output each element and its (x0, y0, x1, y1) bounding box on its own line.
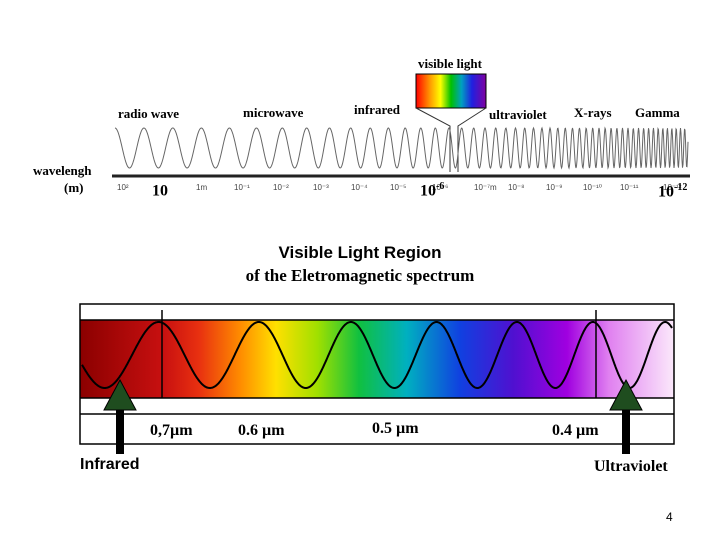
tick-label: 10⁻³ (313, 183, 329, 192)
tick-label: 10⁻² (273, 183, 289, 192)
tick-label: 10⁻⁹ (546, 183, 563, 192)
marker-0-6um: 0.6 µm (238, 422, 285, 439)
tick-label: 10⁻⁸ (508, 183, 525, 192)
page-number: 4 (666, 510, 673, 524)
visible-region-title: Visible Light Region (278, 243, 442, 262)
band-label-infrared: infrared (354, 102, 400, 117)
tick-label: 10⁻¹⁰ (583, 183, 602, 192)
band-label-ultraviolet: ultraviolet (489, 107, 547, 122)
visible-light-swatch (415, 73, 487, 109)
marker-0-7um: 0,7µm (150, 422, 193, 439)
spectrum-wave (114, 126, 689, 170)
band-label-xrays: X-rays (574, 105, 612, 120)
visible-region-subtitle: of the Eletromagnetic spectrum (245, 266, 475, 285)
marker-0-4um: 0.4 µm (552, 422, 599, 439)
big-label-10: 10 (152, 182, 168, 200)
ultraviolet-label: Ultraviolet (594, 458, 668, 475)
big-label-10-12: 10-12 (658, 182, 688, 201)
infrared-label: Infrared (80, 456, 140, 473)
tick-label: 10⁻⁵ (390, 183, 407, 192)
band-label-gamma: Gamma (635, 105, 680, 120)
visible-light-pointer (415, 107, 451, 172)
band-label-radio: radio wave (118, 106, 180, 121)
tick-label: 10² (117, 183, 129, 192)
visible-light-label: visible light (418, 56, 482, 71)
tick-label: 10⁻¹ (234, 183, 250, 192)
big-label-10-6: 10-6 (420, 181, 445, 200)
tick-label: 10⁻⁷m (474, 183, 497, 192)
marker-0-5um: 0.5 µm (372, 420, 419, 437)
tick-label: 1m (196, 183, 208, 192)
visible-spectrum-band (80, 320, 674, 398)
infrared-arrow-icon (103, 378, 137, 454)
visible-wave (81, 321, 673, 389)
ultraviolet-arrow-icon (609, 378, 643, 454)
band-label-microwave: microwave (243, 105, 304, 120)
tick-label: 10⁻¹¹ (620, 183, 639, 192)
wavelength-label: wavelengh (33, 163, 92, 178)
tick-label: 10⁻⁴ (351, 183, 368, 192)
wavelength-unit: (m) (64, 180, 84, 195)
tick-label: 10⁻⁶ (432, 183, 449, 192)
tick-label: 10⁻¹² (663, 183, 682, 192)
